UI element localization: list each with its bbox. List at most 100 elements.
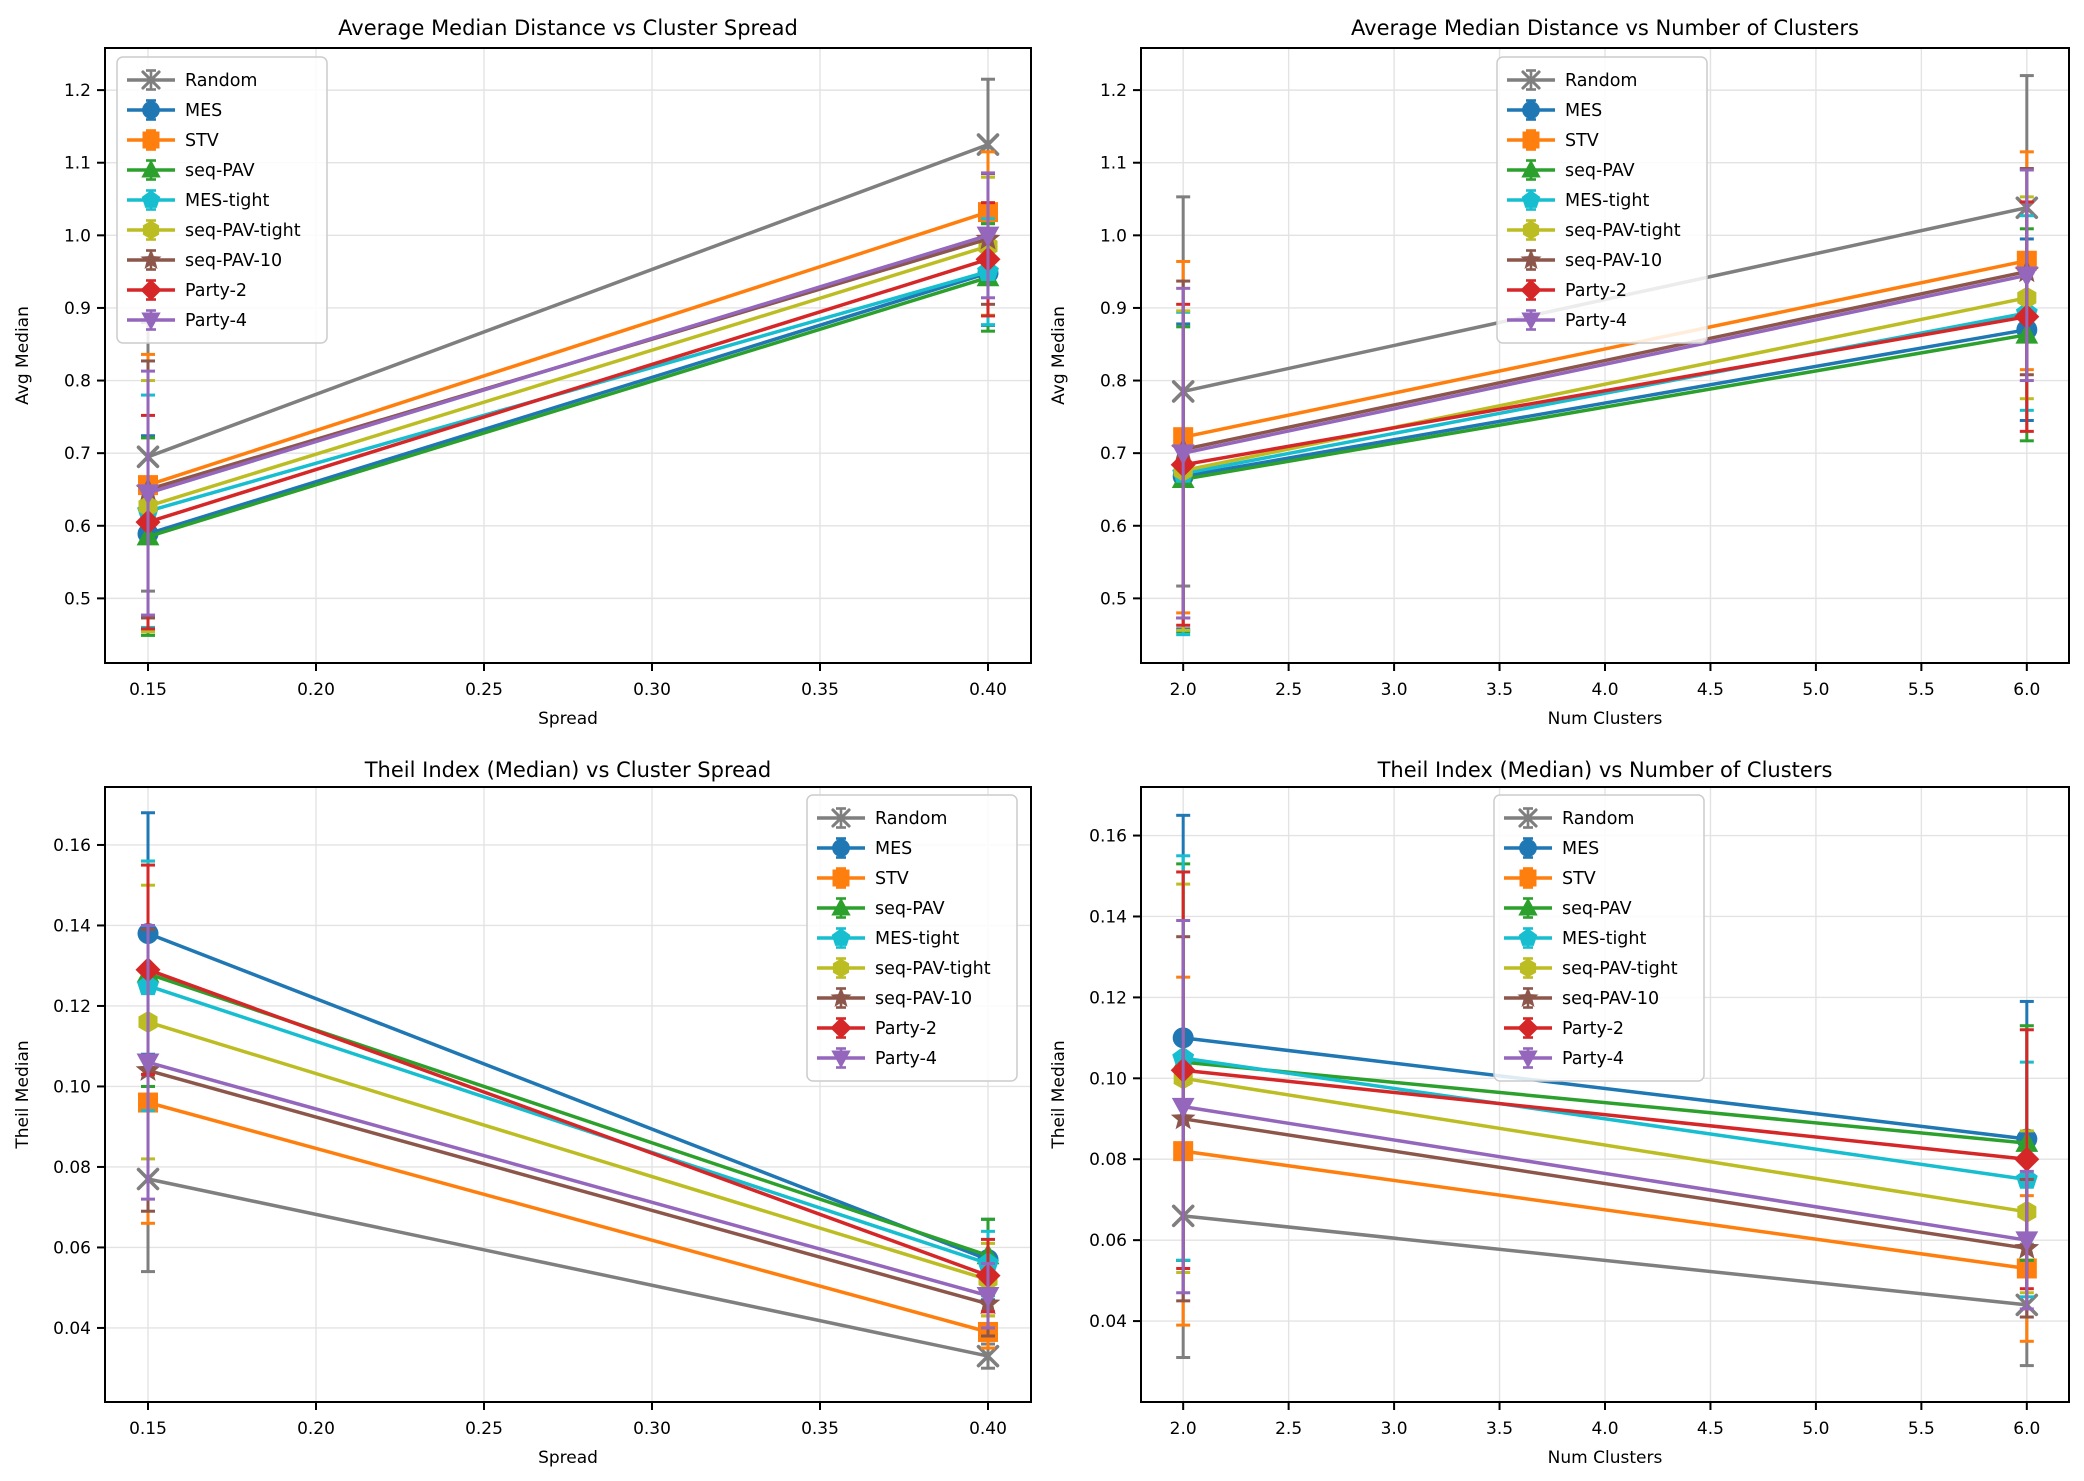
x-tick-label: 5.5: [1908, 1419, 1935, 1439]
series-Party-4: [136, 923, 1000, 1330]
hexagon-marker-icon: [1519, 958, 1537, 978]
axes-spines: [104, 47, 1032, 664]
y-tick-label: 0.08: [1089, 1150, 1127, 1170]
circle-marker-icon: [1522, 101, 1540, 119]
series-line: [1182, 333, 2028, 482]
x-tick-label: 2.0: [1170, 680, 1197, 700]
x-marker-icon: [1518, 808, 1538, 828]
diamond-marker-icon: [140, 279, 162, 301]
axis-ticks: 0.15 0.20 0.25 0.30 0.35 0.40 0.04 0.06 0.08 0.10…: [53, 836, 1007, 1439]
triangle-down-marker-icon: [1518, 1050, 1538, 1069]
legend-item-seq-PAV-tight: seq-PAV-tight: [1504, 957, 1678, 979]
diamond-marker-icon: [2014, 1146, 2040, 1172]
x-marker-icon: [976, 1344, 1000, 1368]
legend-item-seq-PAV-10: seq-PAV-10: [1504, 986, 1659, 1009]
x-tick-label: 4.5: [1697, 680, 1724, 700]
series-line: [147, 257, 989, 524]
hexagon-marker-icon: [142, 220, 160, 240]
x-tick-label: 6.0: [2013, 680, 2040, 700]
series-line: [1182, 314, 2028, 467]
series-Random: [136, 1084, 1000, 1370]
plot-area: [135, 811, 1001, 1370]
y-tick-label: 0.9: [64, 299, 91, 319]
legend-label: seq-PAV-10: [1562, 989, 1659, 1009]
x-marker-icon: [141, 70, 161, 90]
legend-label: Random: [185, 71, 257, 91]
series-line: [147, 142, 989, 459]
y-tick-label: 0.9: [1100, 299, 1127, 319]
legend-item-MES-tight: MES-tight: [817, 927, 960, 949]
axis-ticks: 2.0 2.5 3.0 3.5 4.0 4.5 5.0 5.5 6.0 0.04 0.06 0.08 0…: [1089, 827, 2040, 1439]
circle-marker-icon: [142, 101, 160, 119]
x-tick-label: 5.0: [1802, 680, 1829, 700]
legend-label: STV: [875, 869, 909, 889]
legend-label: Party-2: [1562, 1019, 1624, 1039]
star-marker-icon: [1520, 248, 1542, 269]
legend-item-seq-PAV-tight: seq-PAV-tight: [127, 219, 301, 241]
legend-item-seq-PAV-tight: seq-PAV-tight: [817, 957, 991, 979]
y-tick-label: 0.14: [53, 916, 91, 936]
legend-item-Random: Random: [1504, 807, 1634, 829]
diamond-marker-icon: [1517, 1017, 1539, 1039]
legend-label: seq-PAV: [185, 161, 255, 181]
legend-item-MES: MES: [1504, 837, 1599, 859]
legend-label: MES-tight: [1565, 191, 1650, 211]
triangle-down-marker-icon: [2015, 266, 2039, 288]
series-line: [147, 968, 989, 1278]
legend-label: STV: [1565, 131, 1599, 151]
series-line: [147, 210, 989, 487]
x-tick-label: 0.15: [129, 680, 167, 700]
triangle-down-marker-icon: [1171, 1097, 1195, 1119]
y-tick-label: 0.6: [1100, 517, 1127, 537]
legend-label: MES: [1562, 839, 1599, 859]
series-line: [1182, 1104, 2028, 1242]
y-tick-label: 1.1: [1100, 154, 1127, 174]
series-line: [147, 1020, 989, 1282]
legend-item-Party-2: Party-2: [1507, 279, 1627, 301]
x-marker-icon: [831, 808, 851, 828]
y-tick-label: 0.16: [1089, 827, 1127, 847]
star-marker-icon: [830, 986, 852, 1007]
legend-item-seq-PAV-10: seq-PAV-10: [127, 248, 282, 271]
triangle-down-marker-icon: [976, 1286, 1000, 1308]
chart-title: Average Median Distance vs Number of Clu…: [1351, 16, 1859, 40]
y-tick-label: 0.7: [1100, 444, 1127, 464]
y-tick-label: 0.7: [64, 444, 91, 464]
legend-label: STV: [185, 131, 219, 151]
series-line: [147, 233, 989, 495]
legend-label: seq-PAV: [1562, 899, 1632, 919]
star-marker-icon: [1517, 986, 1539, 1007]
legend-item-seq-PAV-tight: seq-PAV-tight: [1507, 219, 1681, 241]
axis-ticks: 2.0 2.5 3.0 3.5 4.0 4.5 5.0 5.5 6.0 0.5 0.6 0.7 0.8 0…: [1100, 81, 2040, 700]
pentagon-marker-icon: [1521, 190, 1541, 208]
triangle-down-marker-icon: [136, 1053, 160, 1075]
series-line: [1182, 1117, 2028, 1251]
series-line: [1182, 1076, 2028, 1214]
x-tick-label: 0.25: [465, 680, 503, 700]
pentagon-marker-icon: [141, 190, 161, 208]
legend-item-MES-tight: MES-tight: [1507, 189, 1650, 211]
legend: Random MES STV seq-PAV MES-tight seq-PAV-tigh…: [1496, 56, 1708, 344]
hexagon-marker-icon: [1522, 220, 1540, 240]
x-tick-label: 4.5: [1697, 1419, 1724, 1439]
square-marker-icon: [142, 131, 160, 149]
legend-label: seq-PAV-tight: [875, 959, 991, 979]
legend-item-Party-4: Party-4: [1507, 309, 1627, 331]
diamond-marker-icon: [830, 1017, 852, 1039]
legend: Random MES STV seq-PAV MES-tight seq-PAV-tigh…: [806, 794, 1018, 1082]
triangle-down-marker-icon: [976, 226, 1000, 248]
legend-item-Party-4: Party-4: [127, 309, 247, 331]
legend-box: [1496, 56, 1708, 344]
legend-item-STV: STV: [817, 867, 909, 889]
legend-label: seq-PAV-tight: [1562, 959, 1678, 979]
chart-avg-median-vs-clusters: 2.0 2.5 3.0 3.5 4.0 4.5 5.0 5.5 6.0 0.5 0.6 0.7 0.8 0…: [1049, 16, 2070, 729]
triangle-down-marker-icon: [1171, 444, 1195, 466]
series-line: [1182, 273, 2028, 455]
series-Party-4: [136, 171, 1000, 617]
series-line: [147, 1068, 989, 1306]
chart-title: Average Median Distance vs Cluster Sprea…: [338, 16, 798, 40]
y-axis-label: Avg Median: [13, 306, 33, 405]
y-tick-label: 0.04: [1089, 1312, 1127, 1332]
legend-label: Random: [1565, 71, 1637, 91]
y-axis-label: Avg Median: [1049, 306, 1069, 405]
